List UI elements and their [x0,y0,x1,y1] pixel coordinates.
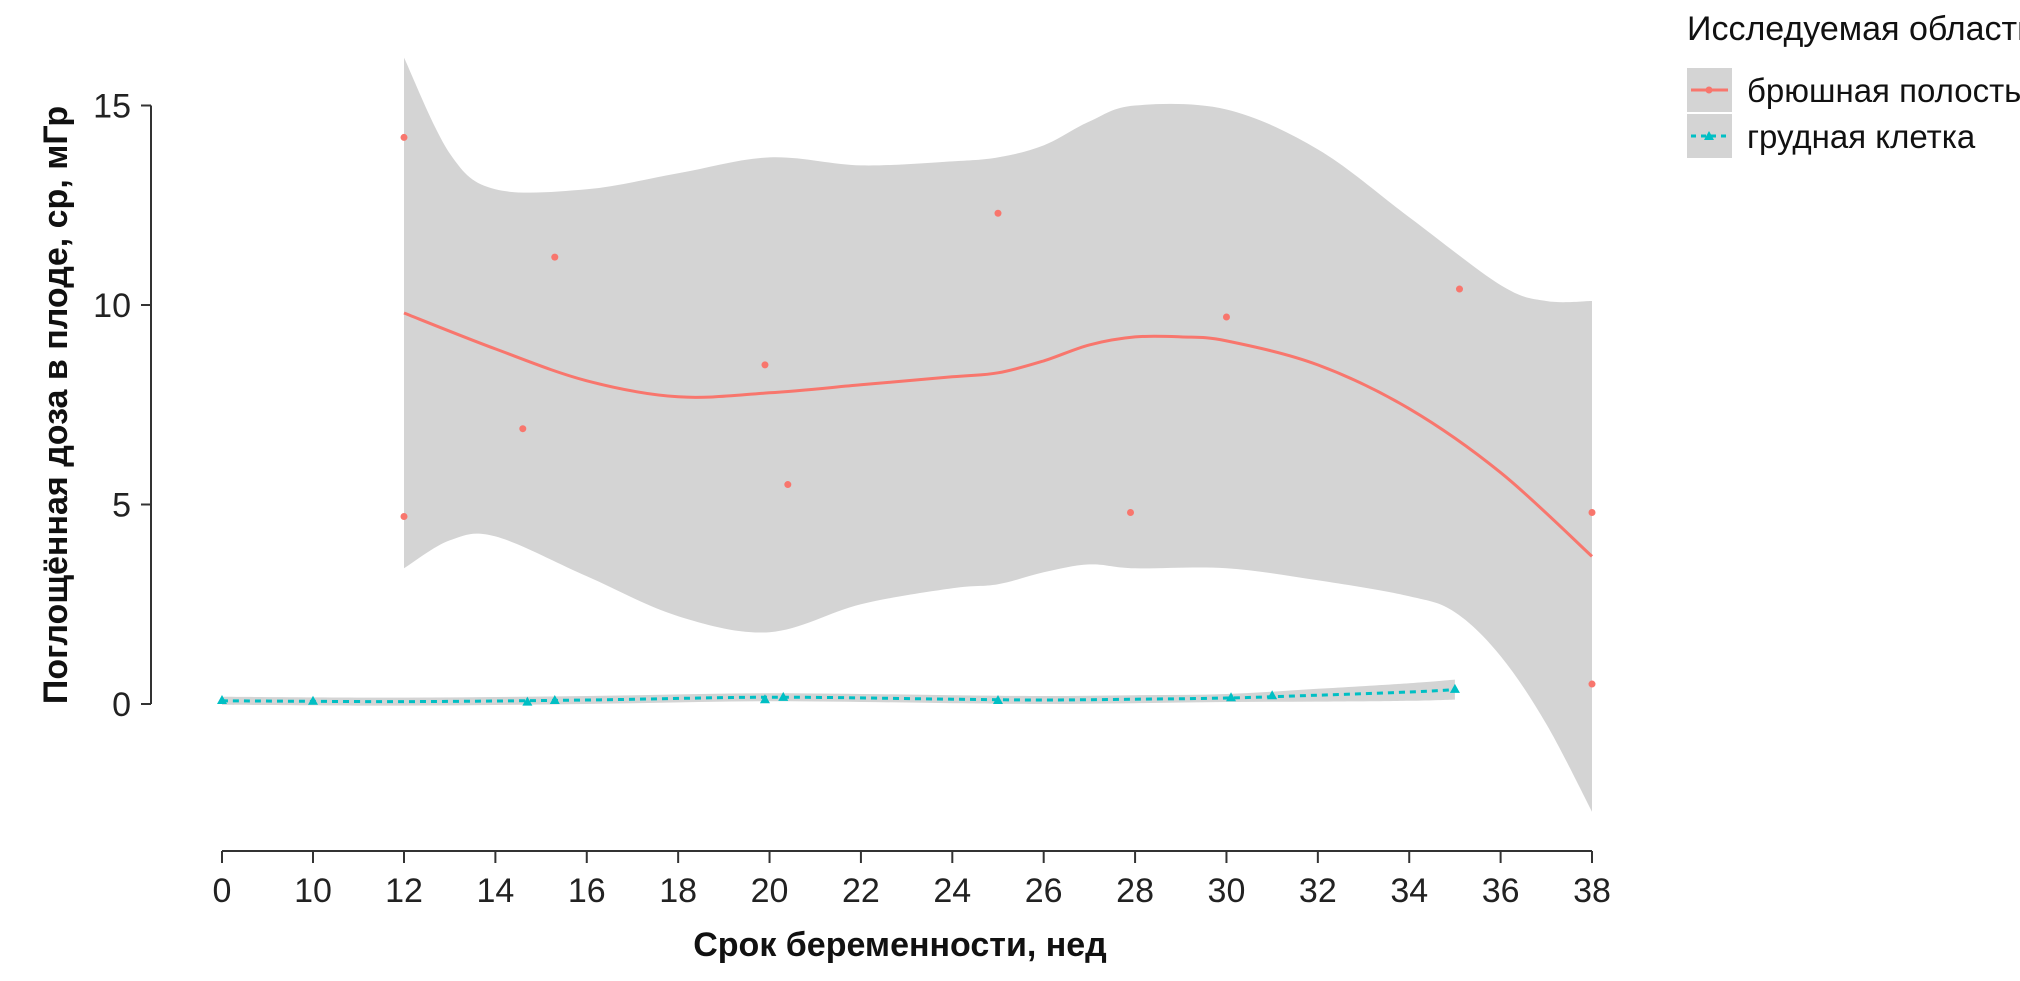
x-tick-label-1: 10 [294,872,332,910]
abdomen-point-5 [784,481,792,489]
chest-point-1 [308,695,318,705]
chest-point-7 [1226,692,1237,702]
x-tick-label-12: 32 [1299,872,1337,910]
chest-point-3 [549,695,560,705]
legend-title: Исследуемая область [1687,10,2020,48]
legend-key-abdomen-point [1705,86,1713,94]
abdomen-point-3 [551,253,559,261]
fit-lines [221,311,1594,704]
y-tick-label-1: 5 [112,487,131,525]
x-tick-label-2: 12 [385,872,423,910]
x-tick-label-14: 36 [1482,872,1520,910]
chest-point-2 [522,696,533,706]
abdomen-point-6 [994,209,1002,217]
abdomen-point-10 [1588,508,1596,516]
x-tick-label-3: 14 [476,872,514,910]
chest-point-5 [778,691,789,701]
abdomen-point-0 [400,133,408,141]
chest-point-4 [759,694,770,704]
y-tick-label-2: 10 [93,287,131,325]
x-tick-label-10: 28 [1116,872,1154,910]
x-tick-label-11: 30 [1208,872,1246,910]
abdomen-confidence-band [404,57,1592,812]
legend-label-abdomen: брюшная полость [1747,72,2020,109]
abdomen-point-7 [1127,508,1135,516]
chest-point-9 [1449,683,1460,693]
abdomen-point-4 [761,361,769,369]
x-tick-label-0: 0 [213,872,232,910]
abdomen-point-11 [1588,680,1596,688]
abdomen-point-2 [519,425,527,433]
x-tick-label-6: 20 [751,872,789,910]
chest-point-0 [217,695,227,705]
chest-point-8 [1267,690,1278,700]
chest-point-6 [993,695,1003,705]
abdomen-fit-line [403,311,1594,558]
x-axis-title: Срок беременности, нед [693,926,1107,964]
data-points [217,133,1596,706]
x-tick-label-4: 16 [568,872,606,910]
abdomen-point-8 [1222,313,1230,321]
y-axis: 0 5 10 15 [93,88,152,724]
y-tick-label-0: 0 [112,686,131,724]
y-tick-label-3: 15 [93,88,131,126]
x-tick-label-5: 18 [659,872,697,910]
x-tick-label-13: 34 [1390,872,1428,910]
chest-confidence-band [222,679,1455,706]
x-tick-label-8: 24 [933,872,971,910]
x-tick-label-7: 22 [842,872,880,910]
x-tick-label-15: 38 [1573,872,1611,910]
legend-label-chest: грудная клетка [1747,118,1976,155]
abdomen-point-9 [1455,285,1463,293]
legend-key-chest-point [1704,131,1714,140]
legend: Исследуемая область брюшная полость груд… [1687,10,2020,158]
x-tick-label-9: 26 [1025,872,1063,910]
y-axis-title: Поглощённая доза в плоде, ср, мГр [37,106,75,704]
abdomen-point-1 [400,512,408,520]
x-axis: 0 10 12 14 16 18 20 22 24 26 28 30 32 34 36 38 [213,850,1611,910]
